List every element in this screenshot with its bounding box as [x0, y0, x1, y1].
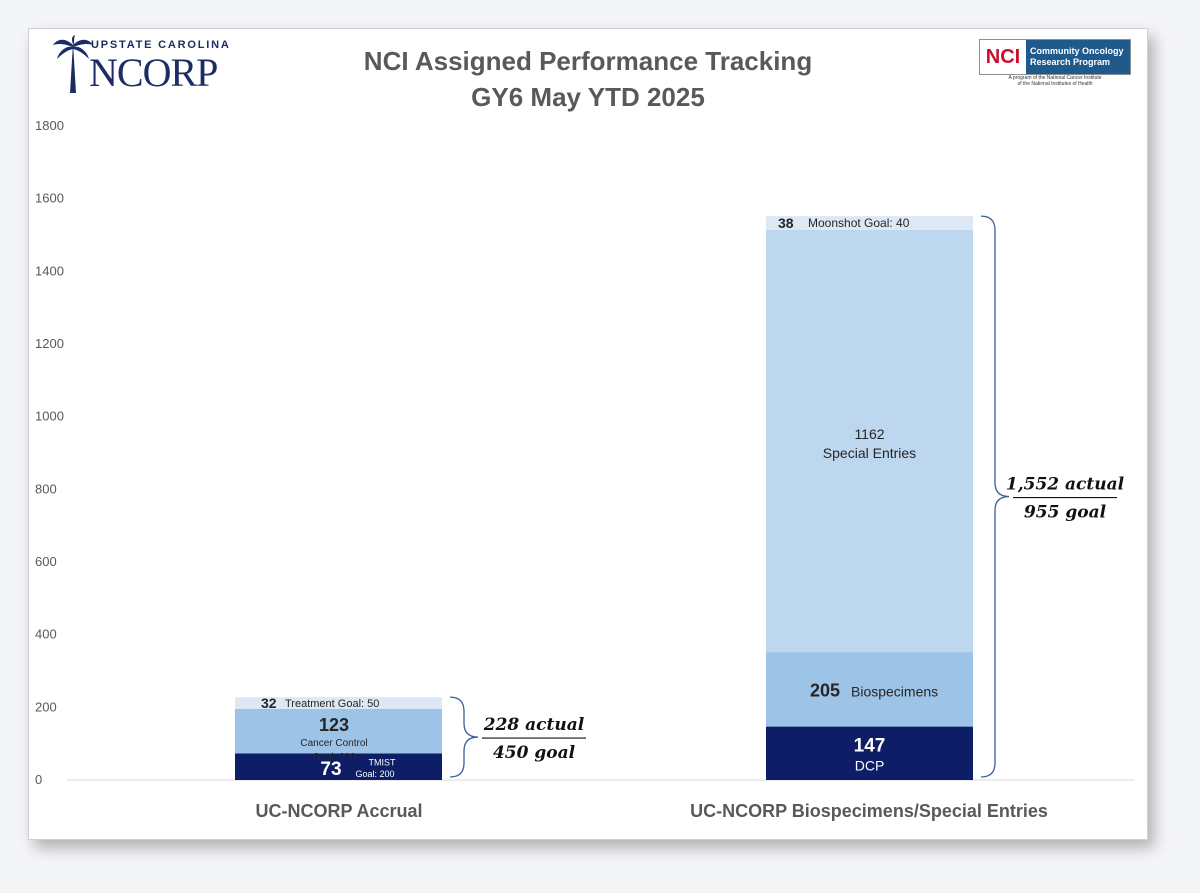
segment-name-label: Treatment Goal: 50	[285, 698, 379, 710]
summary-goal-label: 450 goal	[493, 743, 576, 763]
y-tick-label: 600	[35, 554, 57, 569]
bar-segment	[766, 229, 973, 653]
segment-name-label: TMIST	[369, 757, 396, 767]
segment-name-label: Special Entries	[823, 445, 916, 461]
segment-goal-label: Goal: 200	[355, 769, 394, 779]
y-tick-label: 0	[35, 772, 42, 787]
summary-actual-label: 228 actual	[483, 715, 585, 735]
bar-segment	[235, 697, 442, 709]
segment-value-label: 205	[810, 680, 840, 700]
y-tick-label: 400	[35, 627, 57, 642]
segment-value-label: 147	[854, 736, 886, 757]
segment-value-label: 123	[319, 715, 349, 735]
y-tick-label: 800	[35, 481, 57, 496]
nci-line-1: Community Oncology	[1030, 46, 1124, 56]
title-line-2: GY6 May YTD 2025	[471, 82, 705, 112]
palmetto-tree-icon	[53, 35, 93, 93]
y-tick-label: 1800	[35, 118, 64, 133]
segment-name-label: Moonshot Goal: 40	[808, 216, 910, 230]
y-tick-label: 200	[35, 699, 57, 714]
segment-value-label: 32	[261, 695, 277, 711]
chart-card: UPSTATE CAROLINA NCORP NCI Assigned Perf…	[28, 28, 1148, 840]
upstate-carolina-ncorp-logo: UPSTATE CAROLINA NCORP	[51, 35, 241, 97]
x-category-label: UC-NCORP Biospecimens/Special Entries	[690, 801, 1048, 821]
nci-logo-box: NCI Community Oncology Research Program	[979, 39, 1131, 75]
title-line-1: NCI Assigned Performance Tracking	[363, 46, 813, 76]
segment-value-label: 38	[778, 215, 794, 231]
y-tick-label: 1200	[35, 336, 64, 351]
nci-sub-2: of the National Institutes of Health	[1017, 81, 1093, 87]
segment-value-label: 1162	[854, 426, 884, 442]
summary-brace	[449, 696, 479, 778]
summary-brace	[980, 215, 1010, 778]
chart-title: NCI Assigned Performance Tracking GY6 Ma…	[29, 43, 1147, 115]
nci-sub-1: A program of the National Cancer Institu…	[1008, 75, 1102, 81]
segment-goal-label: Goal: 200	[312, 752, 356, 763]
segment-name-label: Biospecimens	[851, 683, 938, 699]
logo-big-text: NCORP	[89, 50, 218, 95]
segment-value-label: 73	[320, 759, 341, 780]
bar-segment	[766, 652, 973, 727]
bar-segment	[766, 726, 973, 780]
segment-name-label: DCP	[855, 758, 885, 774]
nci-community-oncology-logo: NCI Community Oncology Research Program …	[979, 39, 1131, 89]
nci-line-2: Research Program	[1030, 57, 1111, 67]
bar-segment	[766, 216, 973, 230]
y-tick-label: 1400	[35, 263, 64, 278]
y-tick-label: 1600	[35, 191, 64, 206]
bar-segment	[235, 708, 442, 754]
logo-small-text: UPSTATE CAROLINA	[91, 39, 231, 51]
stacked-bar-chart: 0 200 400 600 800 1000 1200 1400 1600 1800 UC-NCOR…	[35, 118, 1135, 821]
x-category-label: UC-NCORP Accrual	[255, 801, 422, 821]
bar-segment	[235, 753, 442, 780]
nci-program-name: Community Oncology Research Program	[1026, 40, 1130, 74]
segment-name-label: Cancer Control	[300, 738, 367, 749]
nci-mark: NCI	[983, 43, 1023, 71]
nci-subtitle: A program of the National Cancer Institu…	[979, 75, 1131, 87]
y-tick-label: 1000	[35, 409, 64, 424]
summary-actual-label: 1,552 actual	[1006, 475, 1125, 495]
summary-goal-label: 955 goal	[1024, 503, 1107, 523]
